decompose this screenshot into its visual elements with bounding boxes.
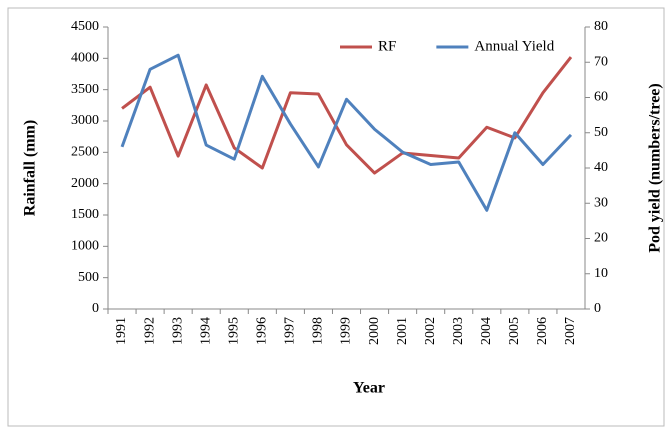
y-axis-title: Rainfall (mm): [22, 120, 39, 216]
y2-tick-label: 20: [594, 231, 608, 246]
x-tick-label: 1998: [311, 317, 326, 345]
x-tick-label: 1999: [339, 317, 354, 345]
frame: [7, 7, 665, 427]
y2-tick-label: 30: [594, 195, 608, 210]
x-tick-label: 1991: [114, 317, 129, 345]
x-tick-label: 2002: [423, 317, 438, 345]
y-tick-label: 4500: [71, 19, 99, 34]
series-line: [120, 53, 573, 212]
x-tick-label: 1995: [226, 317, 241, 345]
y-tick-label: 4000: [71, 51, 99, 66]
y2-tick-label: 40: [594, 160, 608, 175]
y-tick-label: 2500: [71, 145, 99, 160]
y2-tick-label: 10: [594, 266, 608, 281]
y2-tick-label: 50: [594, 125, 608, 140]
x-tick-label: 2004: [479, 317, 494, 345]
x-axis-title: Year: [353, 380, 385, 397]
y-tick-label: 500: [78, 270, 99, 285]
x-tick-label: 2006: [535, 317, 550, 345]
y2-axis-title: Pod yield (numbers/tree): [647, 83, 664, 252]
x-tick-label: 1992: [142, 317, 157, 345]
y2-tick-label: 80: [594, 19, 608, 34]
y2-tick-label: 60: [594, 90, 608, 105]
x-tick-label: 2005: [507, 317, 522, 345]
y2-tick-label: 70: [594, 54, 608, 69]
x-tick-label: 2000: [367, 317, 382, 345]
series-line: [121, 56, 573, 175]
x-tick-label: 2003: [451, 317, 466, 345]
x-tick-label: 1994: [198, 317, 213, 345]
y-tick-label: 1500: [71, 207, 99, 222]
y2-tick-label: 0: [594, 301, 601, 316]
y-tick-label: 3000: [71, 113, 99, 128]
y-tick-label: 3500: [71, 82, 99, 97]
x-tick-label: 1996: [255, 317, 270, 345]
y-tick-label: 0: [92, 301, 99, 316]
x-tick-label: 2001: [395, 317, 410, 345]
x-tick-label: 1997: [283, 317, 298, 345]
x-tick-label: 1993: [170, 317, 185, 345]
y-tick-label: 2000: [71, 176, 99, 191]
legend-label: RF: [378, 38, 396, 54]
x-tick-label: 2007: [563, 317, 578, 345]
legend-label: Annual Yield: [474, 38, 554, 54]
y-tick-label: 1000: [71, 239, 99, 254]
